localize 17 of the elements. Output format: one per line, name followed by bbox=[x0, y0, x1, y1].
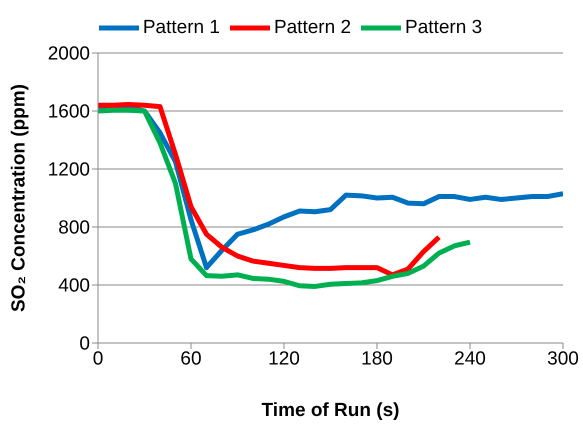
x-tick-label: 0 bbox=[92, 348, 104, 370]
legend-label: Pattern 2 bbox=[274, 17, 352, 38]
x-axis-title: Time of Run (s) bbox=[262, 400, 400, 421]
legend-label: Pattern 1 bbox=[142, 17, 220, 38]
y-tick-label: 2000 bbox=[48, 44, 90, 65]
y-axis-title: SO₂ Concentration (ppm) bbox=[8, 84, 30, 312]
y-tick-label: 400 bbox=[58, 276, 90, 297]
x-tick-label: 240 bbox=[454, 348, 486, 370]
legend-label: Pattern 3 bbox=[405, 17, 482, 38]
y-tick-label: 800 bbox=[58, 218, 90, 239]
y-tick-label: 0 bbox=[79, 334, 90, 355]
y-tick-label: 1600 bbox=[48, 102, 90, 123]
x-tick-label: 60 bbox=[180, 348, 202, 370]
x-tick-label: 180 bbox=[361, 348, 393, 370]
x-tick-label: 120 bbox=[268, 348, 300, 370]
y-tick-label: 1200 bbox=[48, 160, 90, 181]
x-tick-label: 300 bbox=[547, 348, 579, 370]
